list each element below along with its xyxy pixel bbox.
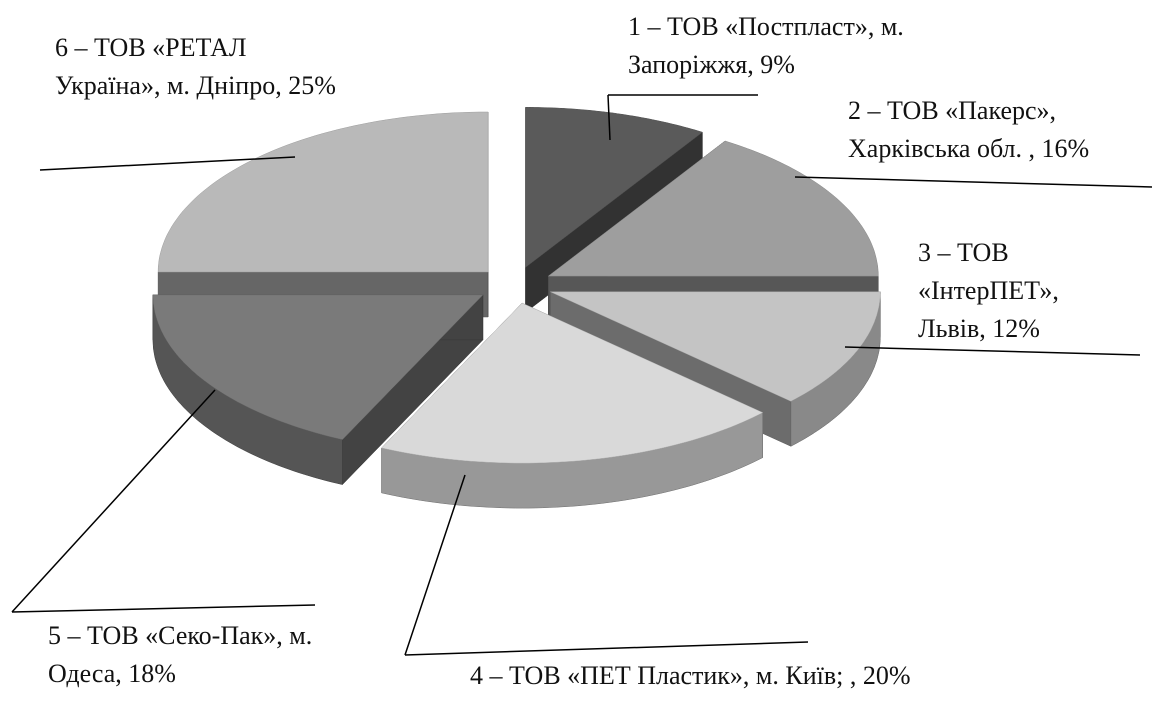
slice [157, 111, 489, 273]
slice [152, 294, 484, 440]
slice [547, 140, 879, 277]
slice [550, 291, 881, 402]
slice-label: 3 – ТОВ «ІнтерПЕТ», Львів, 12% [918, 238, 1059, 343]
leader-lines [11, 94, 1153, 656]
slice [525, 107, 703, 268]
leader-line [404, 474, 466, 656]
leader-line [607, 94, 611, 141]
slice [381, 302, 764, 464]
slice-label: 5 – ТОВ «Секо-Пак», м. Одеса, 18% [48, 621, 313, 688]
slice-label: 2 – ТОВ «Пакерс», Харківська обл. , 16% [848, 96, 1090, 163]
leader-line [39, 156, 296, 171]
leader-line [844, 346, 1141, 356]
slice-label: 6 – ТОВ «РЕТАЛ Україна», м. Дніпро, 25% [55, 33, 336, 100]
leader-line [794, 176, 1153, 188]
slice-label: 1 – ТОВ «Постпласт», м. Запоріжжя, 9% [628, 12, 904, 79]
slice-label: 4 – ТОВ «ПЕТ Пластик», м. Київ; , 20% [470, 661, 911, 690]
leader-line [404, 641, 809, 656]
leader-line [11, 604, 316, 613]
leader-line [11, 389, 216, 613]
